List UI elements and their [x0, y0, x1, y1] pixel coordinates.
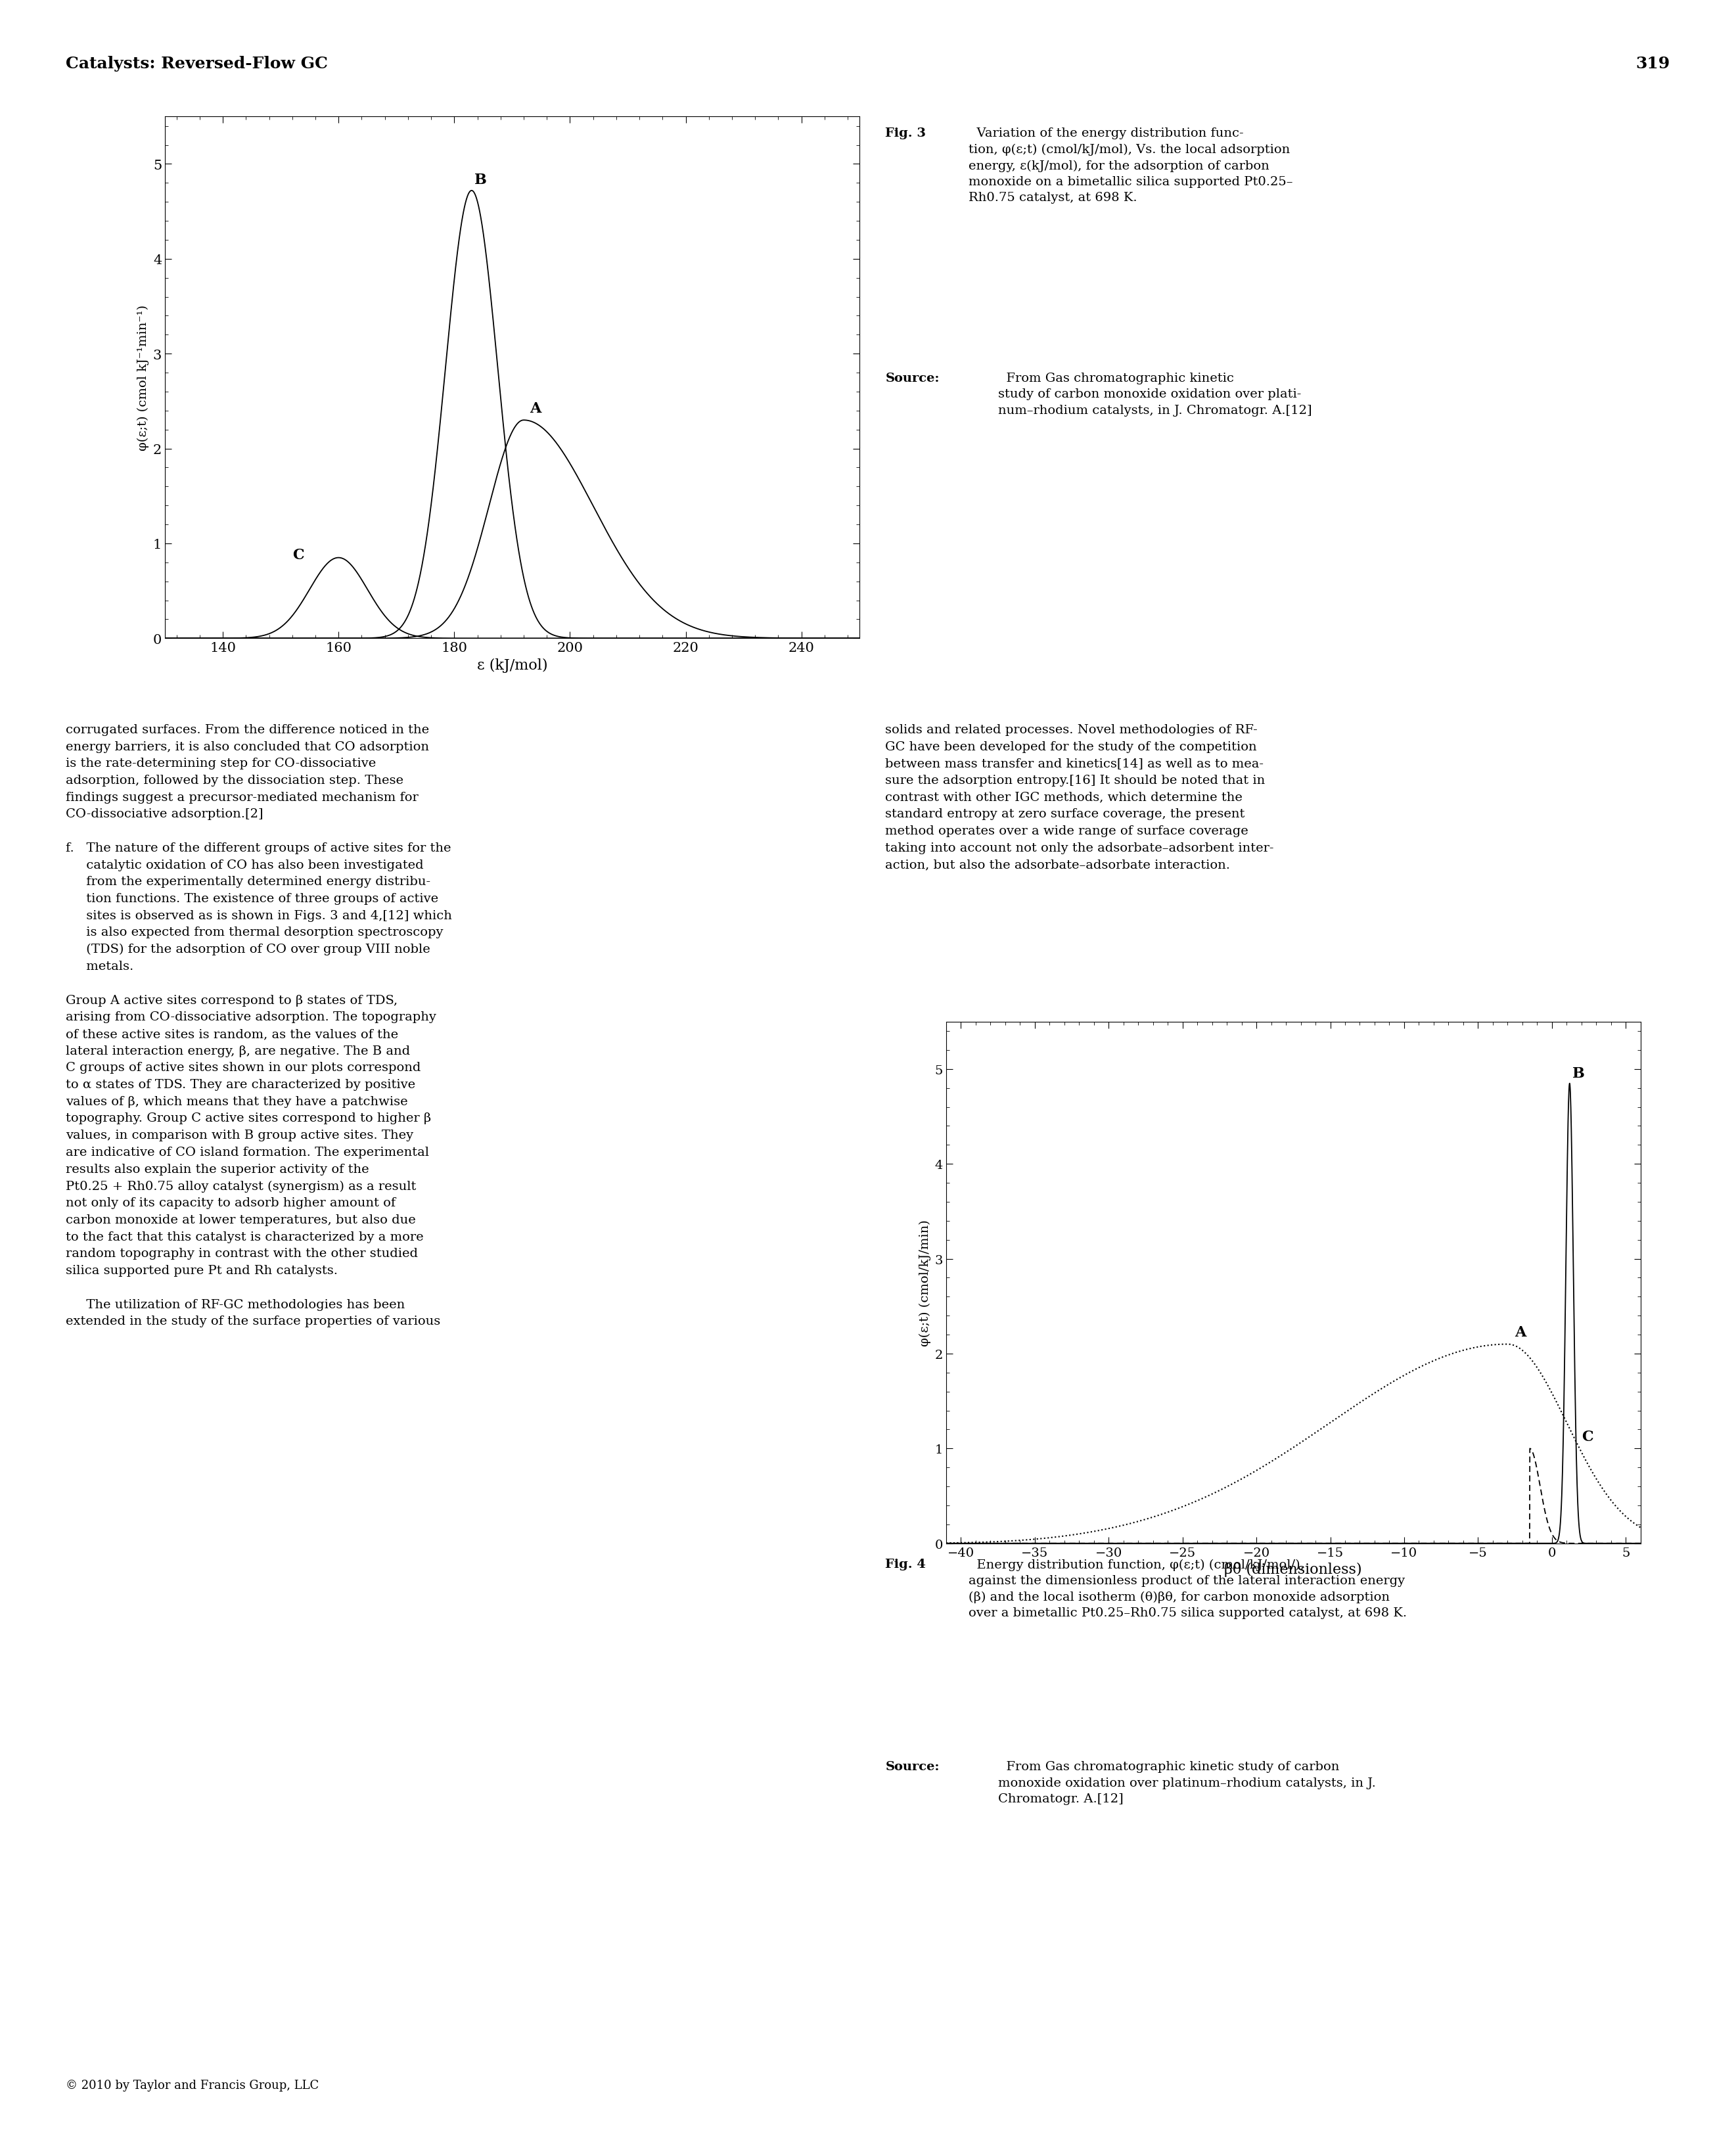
Text: A: A [1516, 1324, 1526, 1339]
Text: Source:: Source: [885, 1761, 939, 1773]
Text: corrugated surfaces. From the difference noticed in the
energy barriers, it is a: corrugated surfaces. From the difference… [66, 724, 453, 1326]
Y-axis label: φ(ε;t) (cmol/kJ/min): φ(ε;t) (cmol/kJ/min) [918, 1220, 930, 1346]
Text: 319: 319 [1635, 55, 1670, 72]
Text: © 2010 by Taylor and Francis Group, LLC: © 2010 by Taylor and Francis Group, LLC [66, 2078, 319, 2091]
Text: A: A [529, 402, 542, 415]
Text: B: B [1573, 1067, 1585, 1082]
Text: Catalysts
—: Catalysts — [1684, 801, 1708, 856]
Text: C: C [1581, 1429, 1594, 1443]
Text: C: C [292, 547, 304, 562]
Text: From Gas chromatographic kinetic
study of carbon monoxide oxidation over plati-
: From Gas chromatographic kinetic study o… [998, 373, 1312, 417]
Text: Catalysts: Reversed-Flow GC: Catalysts: Reversed-Flow GC [66, 55, 328, 72]
Text: Chemometrics: Chemometrics [1691, 979, 1701, 1067]
Text: B: B [474, 172, 486, 187]
Text: Variation of the energy distribution func-
tion, φ(ε;t) (cmol/kJ/mol), Vs. the l: Variation of the energy distribution fun… [969, 128, 1293, 204]
Text: solids and related processes. Novel methodologies of RF-
GC have been developed : solids and related processes. Novel meth… [885, 724, 1274, 871]
Text: From Gas chromatographic kinetic study of carbon
monoxide oxidation over platinu: From Gas chromatographic kinetic study o… [998, 1761, 1377, 1805]
Y-axis label: φ(ε;t) (cmol kJ⁻¹min⁻¹): φ(ε;t) (cmol kJ⁻¹min⁻¹) [137, 304, 149, 451]
X-axis label: ε (kJ/mol): ε (kJ/mol) [477, 658, 547, 673]
Text: Source:: Source: [885, 373, 939, 385]
Text: Fig. 3: Fig. 3 [885, 128, 925, 141]
X-axis label: βθ (dimensionless): βθ (dimensionless) [1224, 1563, 1363, 1578]
Text: Energy distribution function, φ(ε;t) (cmol/kJ/mol/),
against the dimensionless p: Energy distribution function, φ(ε;t) (cm… [969, 1558, 1408, 1618]
Text: Fig. 4: Fig. 4 [885, 1558, 925, 1571]
